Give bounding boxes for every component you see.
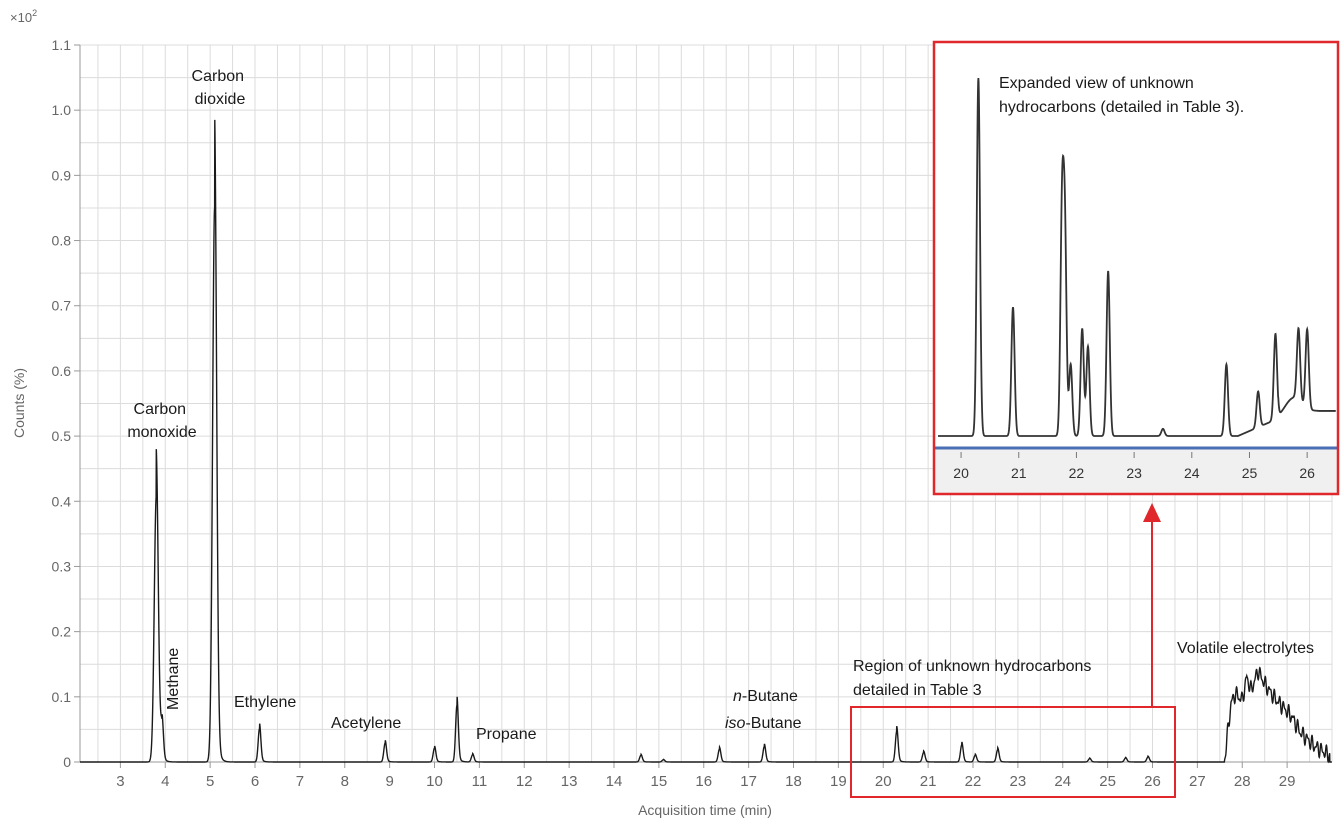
x-tick-label: 29 [1279, 773, 1296, 790]
inset-tick-label: 22 [1069, 465, 1085, 481]
x-tick-label: 18 [785, 773, 802, 790]
x-tick-label: 8 [341, 773, 349, 790]
y-tick-label: 1.1 [52, 37, 72, 53]
y-tick-labels: 0 0.1 0.2 0.3 0.4 0.5 0.6 0.7 0.8 0.9 1.0 1.1 [52, 37, 80, 770]
y-tick-label: 0.2 [52, 624, 72, 640]
x-tick-label: 13 [561, 773, 578, 790]
y-tick-label: 0.4 [52, 493, 72, 509]
y-tick-label: 1.0 [52, 102, 72, 118]
x-tick-label: 5 [206, 773, 214, 790]
annotation-carbon-monoxide: Carbon monoxide [127, 401, 196, 441]
y-tick-label: 0.8 [52, 233, 72, 249]
y-tick-label: 0.6 [52, 363, 72, 379]
inset-axis-band [935, 449, 1337, 493]
inset-title: Expanded view of unknown hydrocarbons (d… [999, 75, 1244, 116]
annotation-propane: Propane [476, 726, 537, 743]
x-tick-label: 23 [1010, 773, 1027, 790]
inset-tick-label: 24 [1184, 465, 1200, 481]
chromatogram-trace [80, 119, 1332, 764]
annotation-region: Region of unknown hydrocarbons detailed … [853, 658, 1096, 699]
x-tick-label: 4 [161, 773, 169, 790]
x-tick-label: 17 [740, 773, 757, 790]
x-tick-label: 9 [385, 773, 393, 790]
inset-expanded-view: 20 21 22 23 24 25 26 Expanded view of unknown … [932, 40, 1340, 496]
x-tick-label: 22 [965, 773, 982, 790]
annotation-volatile-electrolytes: Volatile electrolytes [1177, 640, 1314, 657]
inset-tick-label: 23 [1126, 465, 1142, 481]
x-tick-label: 25 [1099, 773, 1116, 790]
x-axis-label: Acquisition time (min) [638, 802, 772, 818]
y-axis-label: Counts (%) [11, 368, 27, 438]
y-tick-label: 0.7 [52, 298, 72, 314]
x-tick-label: 21 [920, 773, 937, 790]
y-tick-label: 0.9 [52, 167, 72, 183]
inset-tick-label: 21 [1011, 465, 1027, 481]
x-tick-label: 15 [651, 773, 668, 790]
x-tick-label: 28 [1234, 773, 1251, 790]
inset-tick-label: 20 [953, 465, 969, 481]
x-tick-label: 16 [695, 773, 712, 790]
annotation-methane: Methane [165, 648, 182, 710]
x-tick-label: 24 [1054, 773, 1071, 790]
x-tick-label: 20 [875, 773, 892, 790]
x-tick-label: 27 [1189, 773, 1206, 790]
x-tick-label: 6 [251, 773, 259, 790]
annotation-n-butane: n-Butane [733, 688, 798, 705]
y-tick-label: 0.3 [52, 558, 72, 574]
y-multiplier: ×102 [10, 8, 37, 25]
annotation-iso-butane: iso-Butane [725, 715, 802, 732]
highlight-arrow-head [1143, 503, 1161, 522]
inset-tick-label: 26 [1299, 465, 1315, 481]
x-tick-label: 14 [606, 773, 623, 790]
x-tick-label: 3 [116, 773, 124, 790]
grid [80, 44, 1333, 762]
inset-tick-label: 25 [1242, 465, 1258, 481]
x-tick-label: 26 [1144, 773, 1161, 790]
peak-annotations: Carbon monoxide Carbon dioxide Methane E… [127, 68, 1314, 743]
annotation-carbon-dioxide: Carbon dioxide [192, 68, 249, 108]
y-tick-label: 0.5 [52, 428, 72, 444]
y-tick-label: 0 [63, 754, 71, 770]
annotation-acetylene: Acetylene [331, 715, 401, 732]
inset-tick-labels: 20 21 22 23 24 25 26 [953, 452, 1315, 481]
x-tick-label: 12 [516, 773, 533, 790]
annotation-ethylene: Ethylene [234, 694, 296, 711]
y-tick-label: 0.1 [52, 689, 72, 705]
inset-border [932, 40, 1340, 496]
inset-trace [938, 77, 1336, 437]
x-tick-label: 11 [472, 773, 488, 790]
highlight-region-box [850, 706, 1176, 798]
x-tick-labels: 3 4 5 6 7 8 9 10 11 12 13 14 15 16 17 18 19 20 21 22 23 24 25 2… [116, 762, 1295, 790]
x-tick-label: 7 [296, 773, 304, 790]
x-tick-label: 10 [426, 773, 443, 790]
x-tick-label: 19 [830, 773, 847, 790]
